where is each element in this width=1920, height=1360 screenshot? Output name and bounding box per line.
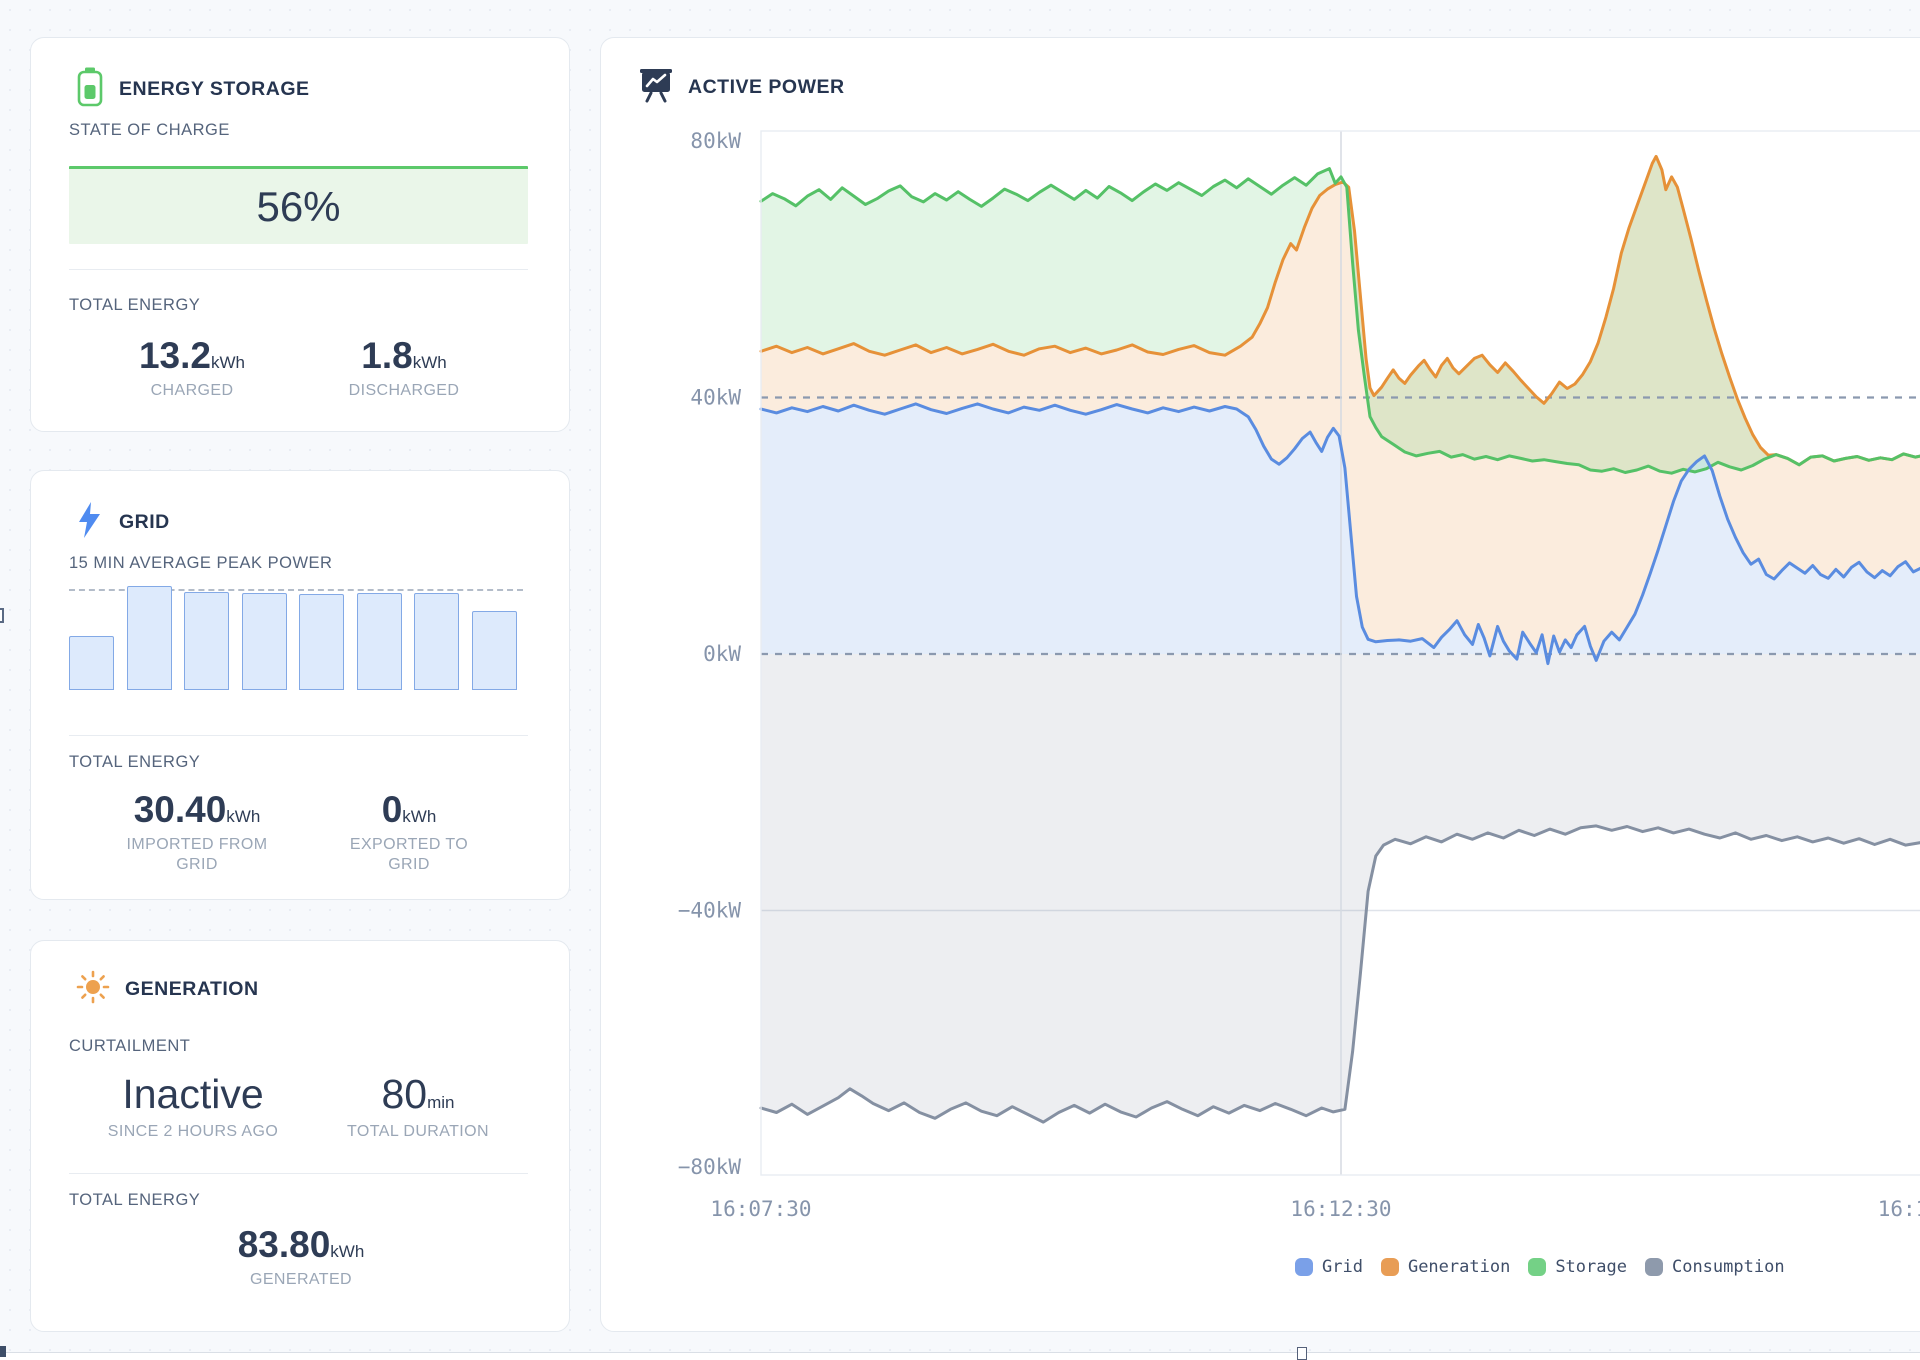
imported-stat: 30.40kWh IMPORTED FROM GRID — [87, 789, 307, 875]
discharged-label: DISCHARGED — [348, 382, 460, 399]
soc-value: 56% — [256, 182, 341, 230]
consumption-swatch-icon — [1644, 1258, 1663, 1276]
generation-card: GENERATION CURTAILMENT Inactive SINCE 2 … — [30, 940, 570, 1332]
legend-label: Generation — [1407, 1257, 1511, 1277]
duration-label: TOTAL DURATION — [347, 1123, 489, 1140]
soc-label: STATE OF CHARGE — [69, 121, 230, 139]
clipped-edge-widget — [0, 608, 4, 623]
generation-title: GENERATION — [125, 978, 259, 1000]
x-axis-label-2: 16:1 — [1878, 1197, 1920, 1221]
curtailment-status-label: SINCE 2 HOURS AGO — [107, 1123, 279, 1140]
peak-power-bar-8 — [471, 611, 517, 690]
active-power-card: ACTIVE POWER 80kW 40kW 0kW −40kW −80kW 16:07:… — [600, 37, 1920, 1332]
peak-power-bar-6 — [356, 593, 402, 690]
total-energy-label: TOTAL ENERGY — [69, 1191, 201, 1209]
legend-item-consumption[interactable]: Consumption — [1644, 1257, 1785, 1277]
series-storage-line — [759, 167, 1920, 475]
peak-reference-line — [69, 589, 523, 591]
peak-power-bar-chart — [69, 576, 523, 690]
x-axis-label-0: 16:07:30 — [710, 1197, 811, 1221]
generated-value: 83.80 — [237, 1224, 331, 1265]
duration-value: 80 — [381, 1071, 428, 1117]
y-axis-label--80: −80kW — [678, 1155, 742, 1179]
legend-item-grid[interactable]: Grid — [1295, 1257, 1363, 1277]
x-axis-label-1: 16:12:30 — [1290, 1197, 1391, 1221]
y-axis-label-40: 40kW — [690, 386, 741, 410]
grid-card: GRID 15 MIN AVERAGE PEAK POWER TOTAL ENE… — [30, 470, 570, 900]
y-axis-label-80: 80kW — [690, 129, 741, 153]
charged-label: CHARGED — [150, 382, 234, 399]
imported-unit: kWh — [226, 807, 261, 826]
divider — [69, 269, 528, 270]
peak-power-bar-2 — [126, 586, 172, 690]
chart-legend: Grid Generation Storage Consumption — [1295, 1257, 1785, 1277]
peak-power-bar-7 — [414, 593, 459, 690]
footer-left-glyph — [0, 1346, 6, 1357]
lightning-icon — [75, 501, 105, 544]
total-energy-label: TOTAL ENERGY — [69, 296, 201, 314]
divider — [69, 1173, 528, 1174]
y-axis-label--40: −40kW — [678, 899, 742, 923]
peak-power-bar-4 — [241, 593, 287, 690]
total-energy-label: TOTAL ENERGY — [69, 753, 201, 771]
discharged-stat: 1.8kWh DISCHARGED — [299, 335, 509, 401]
generated-label: GENERATED — [250, 1271, 352, 1288]
soc-gauge: 56% — [69, 166, 528, 244]
storage-swatch-icon — [1528, 1258, 1547, 1276]
storage-band — [761, 156, 1920, 474]
active-power-plot[interactable]: 80kW 40kW 0kW −40kW −80kW 16:07:30 16:12:30 16:… — [601, 38, 1920, 1331]
footer-bar — [0, 1352, 1920, 1360]
exported-unit: kWh — [402, 807, 437, 826]
legend-label: Consumption — [1671, 1257, 1785, 1277]
peak-power-bar-3 — [184, 592, 229, 690]
legend-label: Storage — [1555, 1257, 1627, 1277]
charged-stat: 13.2kWh CHARGED — [87, 335, 297, 401]
curtailment-label: CURTAILMENT — [69, 1037, 191, 1055]
y-axis-label-0: 0kW — [703, 642, 741, 666]
imported-label: IMPORTED FROM GRID — [126, 836, 268, 873]
peak-power-bar-1 — [69, 636, 114, 690]
series-consumption-line — [759, 824, 1920, 1124]
exported-value: 0 — [381, 789, 403, 830]
curtailment-duration-stat: 80min TOTAL DURATION — [318, 1071, 518, 1142]
exported-label: EXPORTED TO GRID — [349, 836, 469, 873]
peak-power-label: 15 MIN AVERAGE PEAK POWER — [69, 554, 333, 572]
discharged-value: 1.8 — [361, 335, 413, 376]
duration-unit: min — [427, 1093, 455, 1112]
plot-border — [760, 130, 1920, 1176]
legend-label: Grid — [1322, 1257, 1363, 1277]
generated-unit: kWh — [330, 1242, 365, 1261]
legend-item-generation[interactable]: Generation — [1380, 1257, 1511, 1277]
imported-value: 30.40 — [133, 789, 227, 830]
energy-storage-title: ENERGY STORAGE — [119, 78, 310, 100]
exported-stat: 0kWh EXPORTED TO GRID — [309, 789, 509, 875]
divider — [69, 735, 528, 736]
charged-unit: kWh — [211, 353, 245, 372]
battery-icon — [75, 66, 105, 113]
curtailment-status-stat: Inactive SINCE 2 HOURS AGO — [73, 1071, 313, 1142]
charged-value: 13.2 — [138, 335, 211, 376]
generated-stat: 83.80kWh GENERATED — [191, 1224, 411, 1290]
grid-swatch-icon — [1295, 1258, 1313, 1276]
curtailment-status: Inactive — [122, 1071, 264, 1117]
discharged-unit: kWh — [412, 353, 447, 372]
active-power-title: ACTIVE POWER — [688, 76, 845, 98]
series-generation-line — [759, 154, 1920, 467]
peak-power-bar-5 — [299, 594, 344, 690]
generation-swatch-icon — [1380, 1258, 1399, 1276]
energy-storage-card: ENERGY STORAGE STATE OF CHARGE 56% TOTAL… — [30, 37, 570, 432]
missing-glyph-box — [1297, 1347, 1307, 1360]
presentation-chart-icon — [638, 66, 674, 109]
legend-item-storage[interactable]: Storage — [1528, 1257, 1627, 1277]
grid-title: GRID — [119, 511, 170, 533]
series-grid-line — [759, 402, 1920, 666]
sun-icon — [75, 969, 111, 1010]
